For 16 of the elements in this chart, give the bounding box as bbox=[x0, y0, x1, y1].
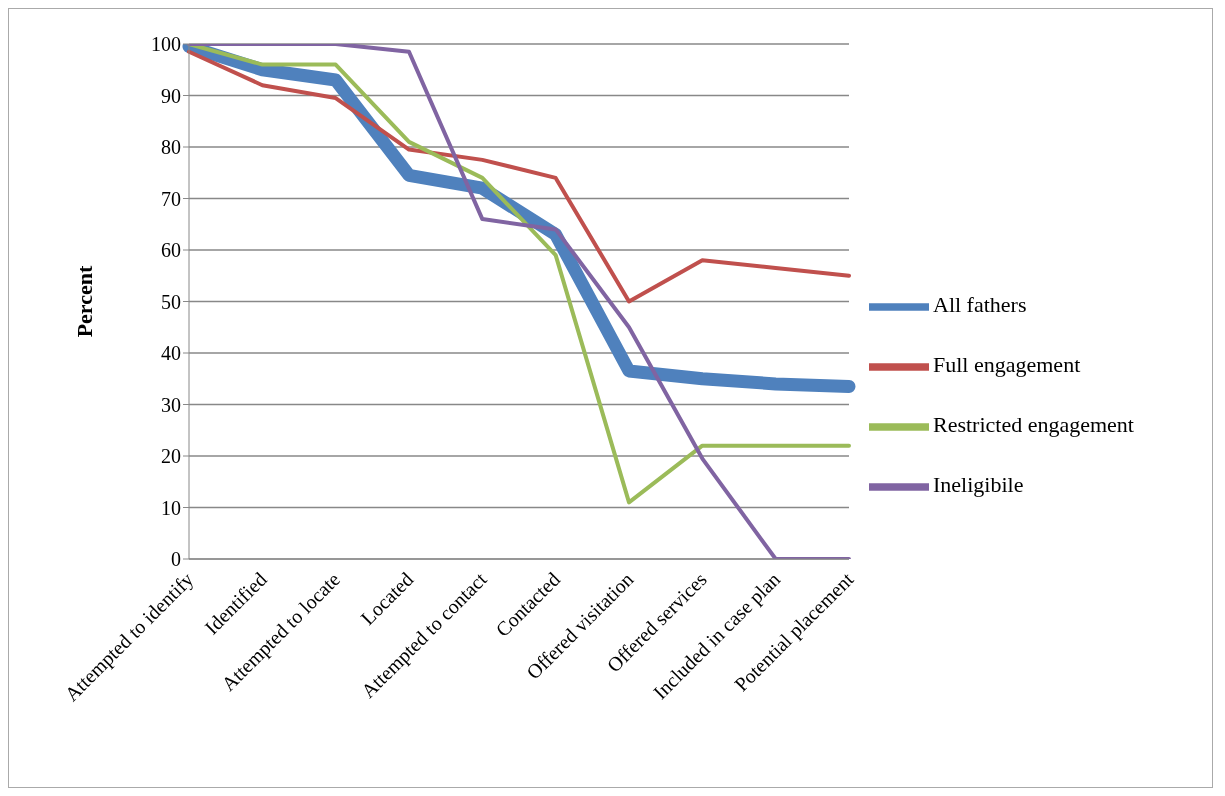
legend-label: Restricted engagement bbox=[933, 411, 1134, 437]
y-tick-label: 10 bbox=[161, 496, 181, 519]
y-tick-label: 80 bbox=[161, 136, 181, 159]
legend-label: Full engagement bbox=[933, 351, 1081, 377]
y-tick-label: 40 bbox=[161, 342, 181, 365]
y-tick-label: 100 bbox=[151, 33, 181, 56]
y-tick-label: 50 bbox=[161, 290, 181, 313]
y-tick-label: 20 bbox=[161, 445, 181, 468]
y-tick-label: 0 bbox=[171, 548, 181, 571]
y-axis-title: Percent bbox=[71, 265, 97, 338]
legend-label: All fathers bbox=[933, 291, 1027, 317]
y-tick-label: 30 bbox=[161, 393, 181, 416]
y-tick-label: 70 bbox=[161, 187, 181, 210]
y-tick-label: 90 bbox=[161, 84, 181, 107]
y-tick-label: 60 bbox=[161, 239, 181, 262]
legend-label: Ineligibile bbox=[933, 471, 1024, 497]
